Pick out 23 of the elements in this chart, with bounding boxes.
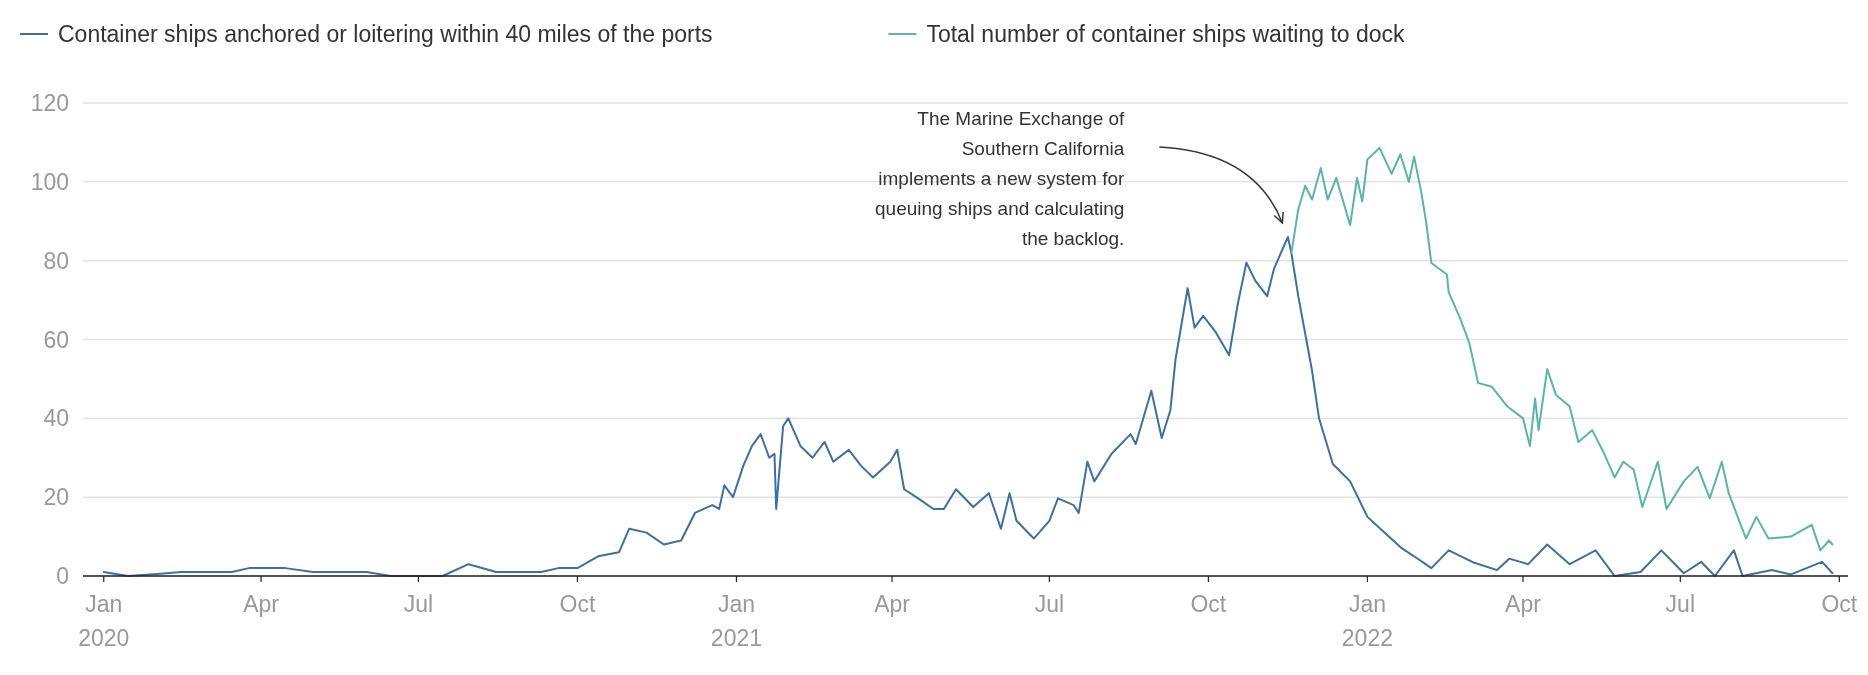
- x-tick-label: Apr: [874, 591, 911, 617]
- x-tick-label: Apr: [1505, 591, 1542, 617]
- y-tick-label: 20: [43, 484, 69, 511]
- x-tick-label: Oct: [1821, 591, 1858, 617]
- y-tick-label: 60: [43, 326, 69, 353]
- legend-label: Total number of container ships waiting to dock: [926, 21, 1406, 47]
- x-tick-label: Oct: [1190, 591, 1227, 617]
- x-tick-label: Oct: [559, 591, 596, 617]
- y-tick-label: 40: [43, 405, 69, 432]
- y-tick-label: 120: [30, 90, 69, 116]
- y-tick-label: 100: [30, 168, 69, 195]
- legend-label: Container ships anchored or loitering within 40 miles of the ports: [58, 21, 713, 47]
- x-tick-label: Jan 2020: [78, 591, 130, 651]
- line-series: [1290, 146, 1834, 552]
- x-tick-label: Jan 2021: [710, 591, 763, 651]
- annotation: The Marine Exchange of Southern California implements a new system for queuing ships and calculating the backlog.: [875, 108, 1126, 249]
- x-tick-label: Jan 2022: [1341, 591, 1394, 651]
- x-tick-label: Jul: [403, 591, 434, 617]
- y-tick-label: 0: [56, 563, 69, 589]
- x-tick-label: Jul: [1034, 591, 1065, 617]
- y-tick-label: 80: [43, 247, 69, 274]
- x-tick-label: Jul: [1665, 591, 1696, 617]
- x-tick-label: Apr: [243, 591, 280, 617]
